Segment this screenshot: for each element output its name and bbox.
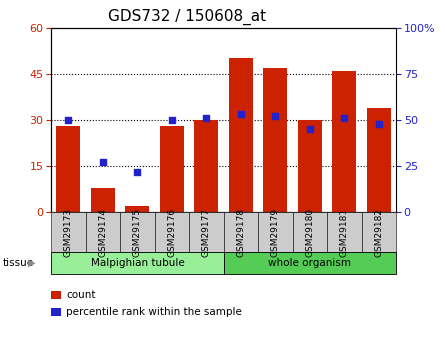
Bar	[263, 68, 287, 212]
Point	[375, 121, 382, 126]
Bar	[91, 188, 115, 212]
Point	[272, 114, 279, 119]
Text: count: count	[66, 290, 96, 300]
Text: GSM29180: GSM29180	[305, 207, 314, 257]
Point	[99, 160, 106, 165]
Point	[237, 111, 244, 117]
Bar	[125, 206, 150, 212]
Bar	[194, 120, 218, 212]
Point	[168, 117, 175, 122]
Point	[341, 115, 348, 121]
Bar	[298, 120, 322, 212]
Point	[134, 169, 141, 174]
Bar	[160, 126, 184, 212]
Text: GDS732 / 150608_at: GDS732 / 150608_at	[108, 9, 266, 25]
Point	[65, 117, 72, 122]
Text: tissue: tissue	[2, 258, 33, 268]
Text: ▶: ▶	[28, 258, 36, 268]
Bar	[367, 108, 391, 212]
Text: GSM29175: GSM29175	[133, 207, 142, 257]
Text: GSM29173: GSM29173	[64, 207, 73, 257]
Text: GSM29174: GSM29174	[98, 207, 107, 257]
Text: GSM29181: GSM29181	[340, 207, 349, 257]
Text: GSM29182: GSM29182	[374, 207, 383, 257]
Text: GSM29177: GSM29177	[202, 207, 211, 257]
Text: GSM29179: GSM29179	[271, 207, 280, 257]
Text: percentile rank within the sample: percentile rank within the sample	[66, 307, 242, 317]
Bar	[229, 58, 253, 212]
Bar	[332, 71, 356, 212]
Text: Malpighian tubule: Malpighian tubule	[90, 258, 184, 268]
Text: GSM29178: GSM29178	[236, 207, 245, 257]
Bar	[57, 126, 81, 212]
Point	[306, 126, 313, 132]
Text: GSM29176: GSM29176	[167, 207, 176, 257]
Point	[203, 115, 210, 121]
Text: whole organism: whole organism	[268, 258, 352, 268]
